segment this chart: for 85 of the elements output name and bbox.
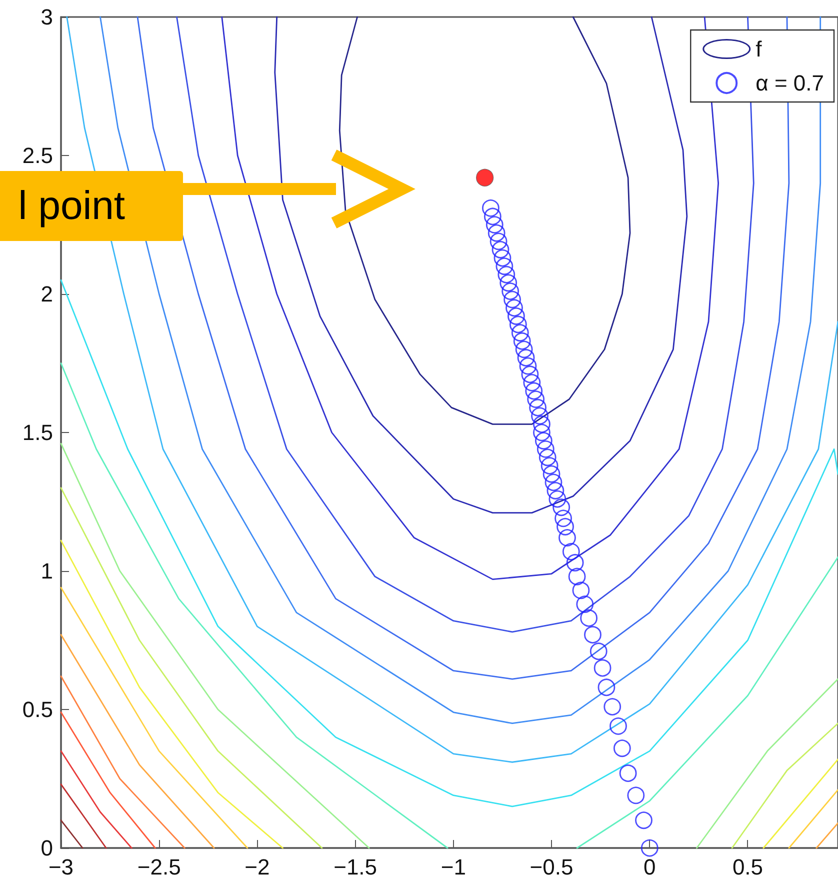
point — [542, 465, 560, 483]
point — [576, 596, 594, 613]
point — [521, 366, 539, 384]
point — [566, 554, 584, 572]
point — [536, 440, 554, 458]
point — [594, 659, 612, 677]
point — [610, 717, 627, 735]
point — [556, 518, 574, 536]
line-series — [60, 442, 370, 849]
point — [498, 266, 516, 284]
point — [508, 307, 525, 325]
point — [476, 168, 494, 186]
line-series — [60, 362, 448, 849]
point — [552, 498, 570, 516]
point — [640, 839, 658, 857]
point — [490, 232, 508, 250]
point — [572, 582, 590, 600]
point — [546, 482, 564, 500]
point — [504, 290, 521, 308]
x-tick-label: 0.5 — [732, 854, 764, 880]
x-tick-label: 0 — [644, 854, 656, 880]
line-series — [274, 16, 688, 514]
legend-label: α = 0.7 — [756, 70, 824, 96]
point — [517, 349, 535, 366]
line-series — [176, 16, 754, 633]
point — [590, 642, 608, 660]
point — [515, 340, 533, 358]
point — [531, 407, 548, 425]
point — [613, 740, 631, 757]
x-tick-label: −2.5 — [137, 854, 181, 880]
line-series — [338, 16, 631, 425]
point — [544, 474, 562, 492]
point — [496, 258, 514, 275]
line-series — [136, 16, 790, 680]
y-tick-label: 3 — [40, 4, 53, 30]
point — [584, 626, 602, 644]
point — [502, 282, 520, 300]
point — [540, 457, 558, 474]
point — [484, 208, 502, 226]
x-tick-label: −2 — [244, 854, 270, 880]
point — [527, 390, 545, 408]
point — [635, 812, 652, 829]
point — [492, 240, 510, 258]
point — [554, 510, 572, 528]
y-tick-label: 1.5 — [22, 420, 53, 445]
point — [604, 698, 622, 716]
point — [627, 786, 645, 804]
point — [488, 224, 506, 242]
point — [494, 249, 512, 267]
y-tick-label: 2.5 — [22, 143, 53, 168]
point — [513, 332, 531, 350]
point — [519, 357, 537, 375]
point — [533, 415, 550, 433]
point — [568, 568, 586, 586]
line-series — [60, 279, 838, 808]
point — [548, 490, 566, 508]
line-series — [576, 556, 838, 849]
annotation: l point — [0, 171, 183, 241]
line-series — [60, 540, 284, 849]
line-series — [221, 16, 720, 580]
point — [500, 274, 518, 292]
point — [538, 448, 556, 466]
point — [598, 678, 616, 696]
point — [523, 374, 541, 392]
point — [511, 324, 529, 342]
x-tick-label: −0.5 — [530, 854, 574, 880]
point — [580, 609, 598, 627]
x-tick-label: −1.5 — [334, 854, 378, 880]
point — [529, 398, 546, 416]
point — [486, 216, 504, 234]
point — [562, 542, 580, 560]
y-tick-label: 0.5 — [22, 697, 53, 722]
point — [558, 529, 576, 546]
y-tick-label: 1 — [40, 558, 53, 584]
legend-label: f — [756, 36, 763, 62]
point — [482, 199, 500, 217]
line-series — [60, 487, 323, 849]
point — [619, 764, 637, 782]
point — [533, 424, 550, 442]
x-tick-label: −1 — [440, 854, 466, 880]
point — [506, 299, 523, 317]
point — [535, 432, 552, 450]
point — [525, 382, 543, 400]
y-tick-label: 2 — [40, 282, 53, 306]
point — [509, 316, 527, 334]
